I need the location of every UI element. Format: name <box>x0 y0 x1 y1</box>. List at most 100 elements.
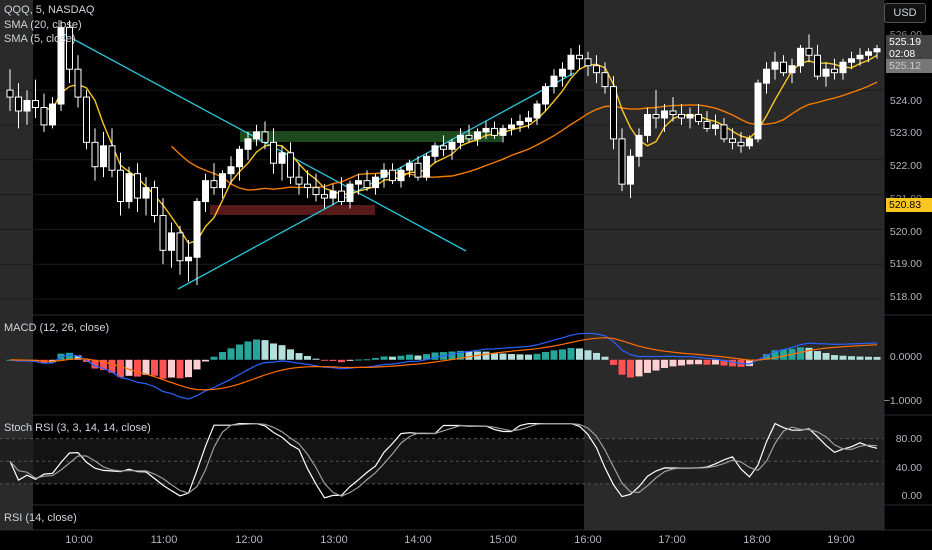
macd-histogram-bar <box>839 355 847 360</box>
candle <box>346 180 354 209</box>
stoch-d-line <box>9 422 878 497</box>
macd-histogram-bar <box>686 359 694 365</box>
candle-body-up <box>380 169 388 178</box>
macd-histogram-bar <box>652 359 660 371</box>
macd-histogram-bar <box>848 356 855 360</box>
macd-histogram-bar <box>185 359 192 378</box>
candle <box>40 93 48 132</box>
macd-histogram-bar <box>219 352 226 360</box>
price-axis-label: 520.00 <box>889 226 922 238</box>
macd-histogram-bar <box>814 351 821 360</box>
macd-histogram-bar <box>865 356 872 360</box>
candle <box>491 121 498 139</box>
candle <box>236 145 243 181</box>
price-axis-label: 522.00 <box>889 160 922 172</box>
currency-button[interactable]: USD <box>884 3 926 23</box>
candle <box>159 198 167 265</box>
candle <box>576 44 583 70</box>
candle <box>244 131 252 160</box>
candle <box>176 225 184 275</box>
macd-histogram-bar <box>780 349 787 360</box>
macd-histogram-bar <box>193 359 201 370</box>
candle-body-down <box>610 86 617 140</box>
candle-body-up <box>278 152 286 164</box>
macd-histogram-bar <box>253 339 260 360</box>
candle <box>202 173 209 212</box>
candle <box>57 20 65 111</box>
candle-body-down <box>66 26 73 70</box>
candle <box>729 128 736 150</box>
candle <box>771 51 779 80</box>
candle <box>780 55 787 77</box>
candle-body-up <box>788 65 796 74</box>
candle <box>15 83 22 129</box>
macd-histogram-bar <box>159 359 167 379</box>
candle-body-up <box>839 61 847 74</box>
macd-histogram-bar <box>533 353 541 360</box>
candle-body-up <box>423 155 430 178</box>
sma20-legend[interactable]: SMA (20, close) <box>4 19 82 31</box>
macd-histogram-bar <box>695 359 702 365</box>
time-axis-label: 14:00 <box>404 534 432 546</box>
price-axis-label: 519.00 <box>889 258 922 270</box>
candle-body-down <box>270 141 277 164</box>
macd-histogram-bar <box>550 350 558 360</box>
candle-body-up <box>448 141 456 150</box>
macd-histogram-bar <box>584 350 592 360</box>
candle-body-down <box>695 113 702 122</box>
candle <box>584 51 592 77</box>
candle-body-up <box>661 110 668 119</box>
macd-legend[interactable]: MACD (12, 26, close) <box>4 322 110 334</box>
candle-body-up <box>771 61 779 70</box>
pane-dividers[interactable] <box>0 0 932 531</box>
macd-histogram-bar <box>448 351 456 360</box>
candle <box>168 222 175 268</box>
macd-histogram-bar <box>516 354 524 360</box>
macd-histogram-bar <box>644 359 651 373</box>
candle <box>253 124 260 146</box>
price-zones <box>210 131 502 215</box>
stoch-axis-label: 0.00 <box>901 490 922 502</box>
macd-histogram-bar <box>108 359 116 373</box>
macd-histogram-bar <box>134 359 141 377</box>
candle <box>372 173 379 195</box>
candle <box>219 170 226 199</box>
candle-body-down <box>287 152 294 178</box>
macd-histogram-bar <box>601 356 609 360</box>
macd-histogram-bar <box>227 348 235 360</box>
stoch-rsi-legend[interactable]: Stoch RSI (3, 3, 14, 14, close) <box>4 422 151 434</box>
candle <box>431 142 439 164</box>
candle <box>482 121 490 139</box>
symbol-title[interactable]: QQQ, 5, NASDAQ <box>4 4 95 16</box>
macd-histogram-bar <box>202 359 209 362</box>
candle <box>397 166 405 188</box>
macd-histogram-bar <box>797 347 804 360</box>
macd-histogram-bar <box>627 359 634 378</box>
macd-histogram-bar <box>618 359 626 375</box>
macd-histogram-bar <box>576 348 583 360</box>
candle <box>448 138 456 160</box>
candle <box>66 20 73 84</box>
candle <box>210 163 218 195</box>
candle <box>754 79 762 143</box>
macd-histogram-bar <box>372 357 379 360</box>
candle <box>270 128 277 174</box>
candlestick-series <box>6 20 881 286</box>
candle <box>652 90 660 129</box>
macd-axis-label: −1.0000 <box>883 395 922 407</box>
candle <box>814 44 821 80</box>
candle <box>389 163 396 185</box>
macd-pane <box>6 332 881 400</box>
candle-body-down <box>6 89 14 98</box>
rsi-legend[interactable]: RSI (14, close) <box>4 512 77 524</box>
candle <box>91 128 99 181</box>
macd-histogram-bar <box>151 359 158 376</box>
candle-body-down <box>593 65 600 74</box>
sma5-legend[interactable]: SMA (5, close) <box>4 33 76 45</box>
candle-body-up <box>686 113 694 119</box>
macd-histogram-bar <box>703 359 711 365</box>
demand-zone <box>210 205 375 215</box>
supply-zone <box>240 131 502 142</box>
macd-histogram-bar <box>236 344 243 360</box>
